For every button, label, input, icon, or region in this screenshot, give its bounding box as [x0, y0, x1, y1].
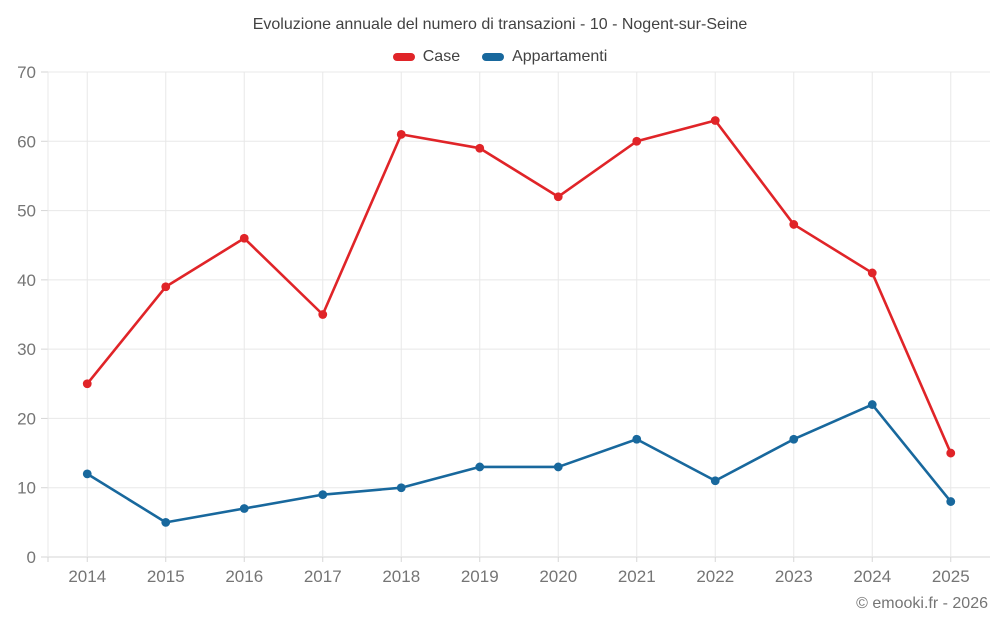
x-tick-label: 2024: [853, 567, 891, 586]
data-point-appartamenti[interactable]: [82, 469, 92, 479]
data-point-case[interactable]: [318, 310, 328, 319]
legend-item-case[interactable]: Case: [392, 48, 461, 66]
data-point-case[interactable]: [946, 448, 956, 458]
data-point-appartamenti[interactable]: [396, 483, 406, 493]
x-tick-label: 2021: [618, 567, 656, 586]
y-tick-label: 10: [17, 479, 36, 498]
series-line-case: [85, 119, 953, 455]
data-point-appartamenti[interactable]: [632, 434, 642, 444]
x-tick-label: 2022: [696, 567, 734, 586]
x-tick-label: 2017: [304, 567, 342, 586]
x-tick-label: 2019: [461, 567, 499, 586]
data-point-appartamenti[interactable]: [318, 490, 328, 500]
data-point-case[interactable]: [867, 268, 877, 278]
data-point-appartamenti[interactable]: [946, 497, 956, 506]
x-tick-label: 2014: [68, 567, 106, 586]
y-tick-label: 60: [17, 132, 36, 151]
y-tick-label: 30: [17, 340, 36, 359]
data-point-appartamenti[interactable]: [475, 462, 485, 472]
x-tick-label: 2018: [382, 567, 420, 586]
data-point-appartamenti[interactable]: [789, 434, 799, 444]
chart-title: Evoluzione annuale del numero di transaz…: [252, 16, 748, 33]
data-point-case[interactable]: [82, 379, 92, 389]
data-point-appartamenti[interactable]: [710, 476, 720, 486]
legend-swatch-case-icon: [392, 53, 415, 61]
data-point-case[interactable]: [632, 136, 642, 146]
y-tick-label: 50: [17, 202, 36, 221]
y-tick-label: 0: [27, 548, 36, 567]
data-point-case[interactable]: [161, 282, 171, 292]
data-point-appartamenti[interactable]: [867, 400, 877, 409]
data-point-case[interactable]: [475, 143, 485, 153]
legend: Case Appartamenti: [0, 47, 1000, 67]
legend-swatch-appartamenti-icon: [482, 53, 505, 61]
y-tick-label: 20: [17, 409, 36, 428]
copyright-text: © emooki.fr - 2026: [856, 595, 988, 612]
x-tick-label: 2023: [775, 567, 813, 586]
data-point-appartamenti[interactable]: [161, 517, 171, 527]
data-point-case[interactable]: [396, 129, 406, 139]
x-tick-label: 2025: [932, 567, 970, 586]
y-tick-label: 40: [17, 271, 36, 290]
legend-label-appartamenti: Appartamenti: [512, 48, 608, 65]
data-point-appartamenti[interactable]: [553, 462, 563, 472]
x-tick-label: 2016: [225, 567, 263, 586]
data-point-case[interactable]: [710, 116, 720, 125]
data-point-case[interactable]: [789, 220, 799, 229]
series-line-appartamenti: [85, 403, 953, 524]
x-tick-label: 2015: [147, 567, 185, 586]
legend-label-case: Case: [422, 48, 461, 65]
x-tick-label: 2020: [539, 567, 577, 586]
legend-item-appartamenti[interactable]: Appartamenti: [482, 48, 607, 66]
data-point-case[interactable]: [553, 192, 563, 202]
data-point-case[interactable]: [239, 233, 249, 243]
data-point-appartamenti[interactable]: [239, 504, 249, 513]
y-tick-label: 70: [17, 63, 36, 82]
